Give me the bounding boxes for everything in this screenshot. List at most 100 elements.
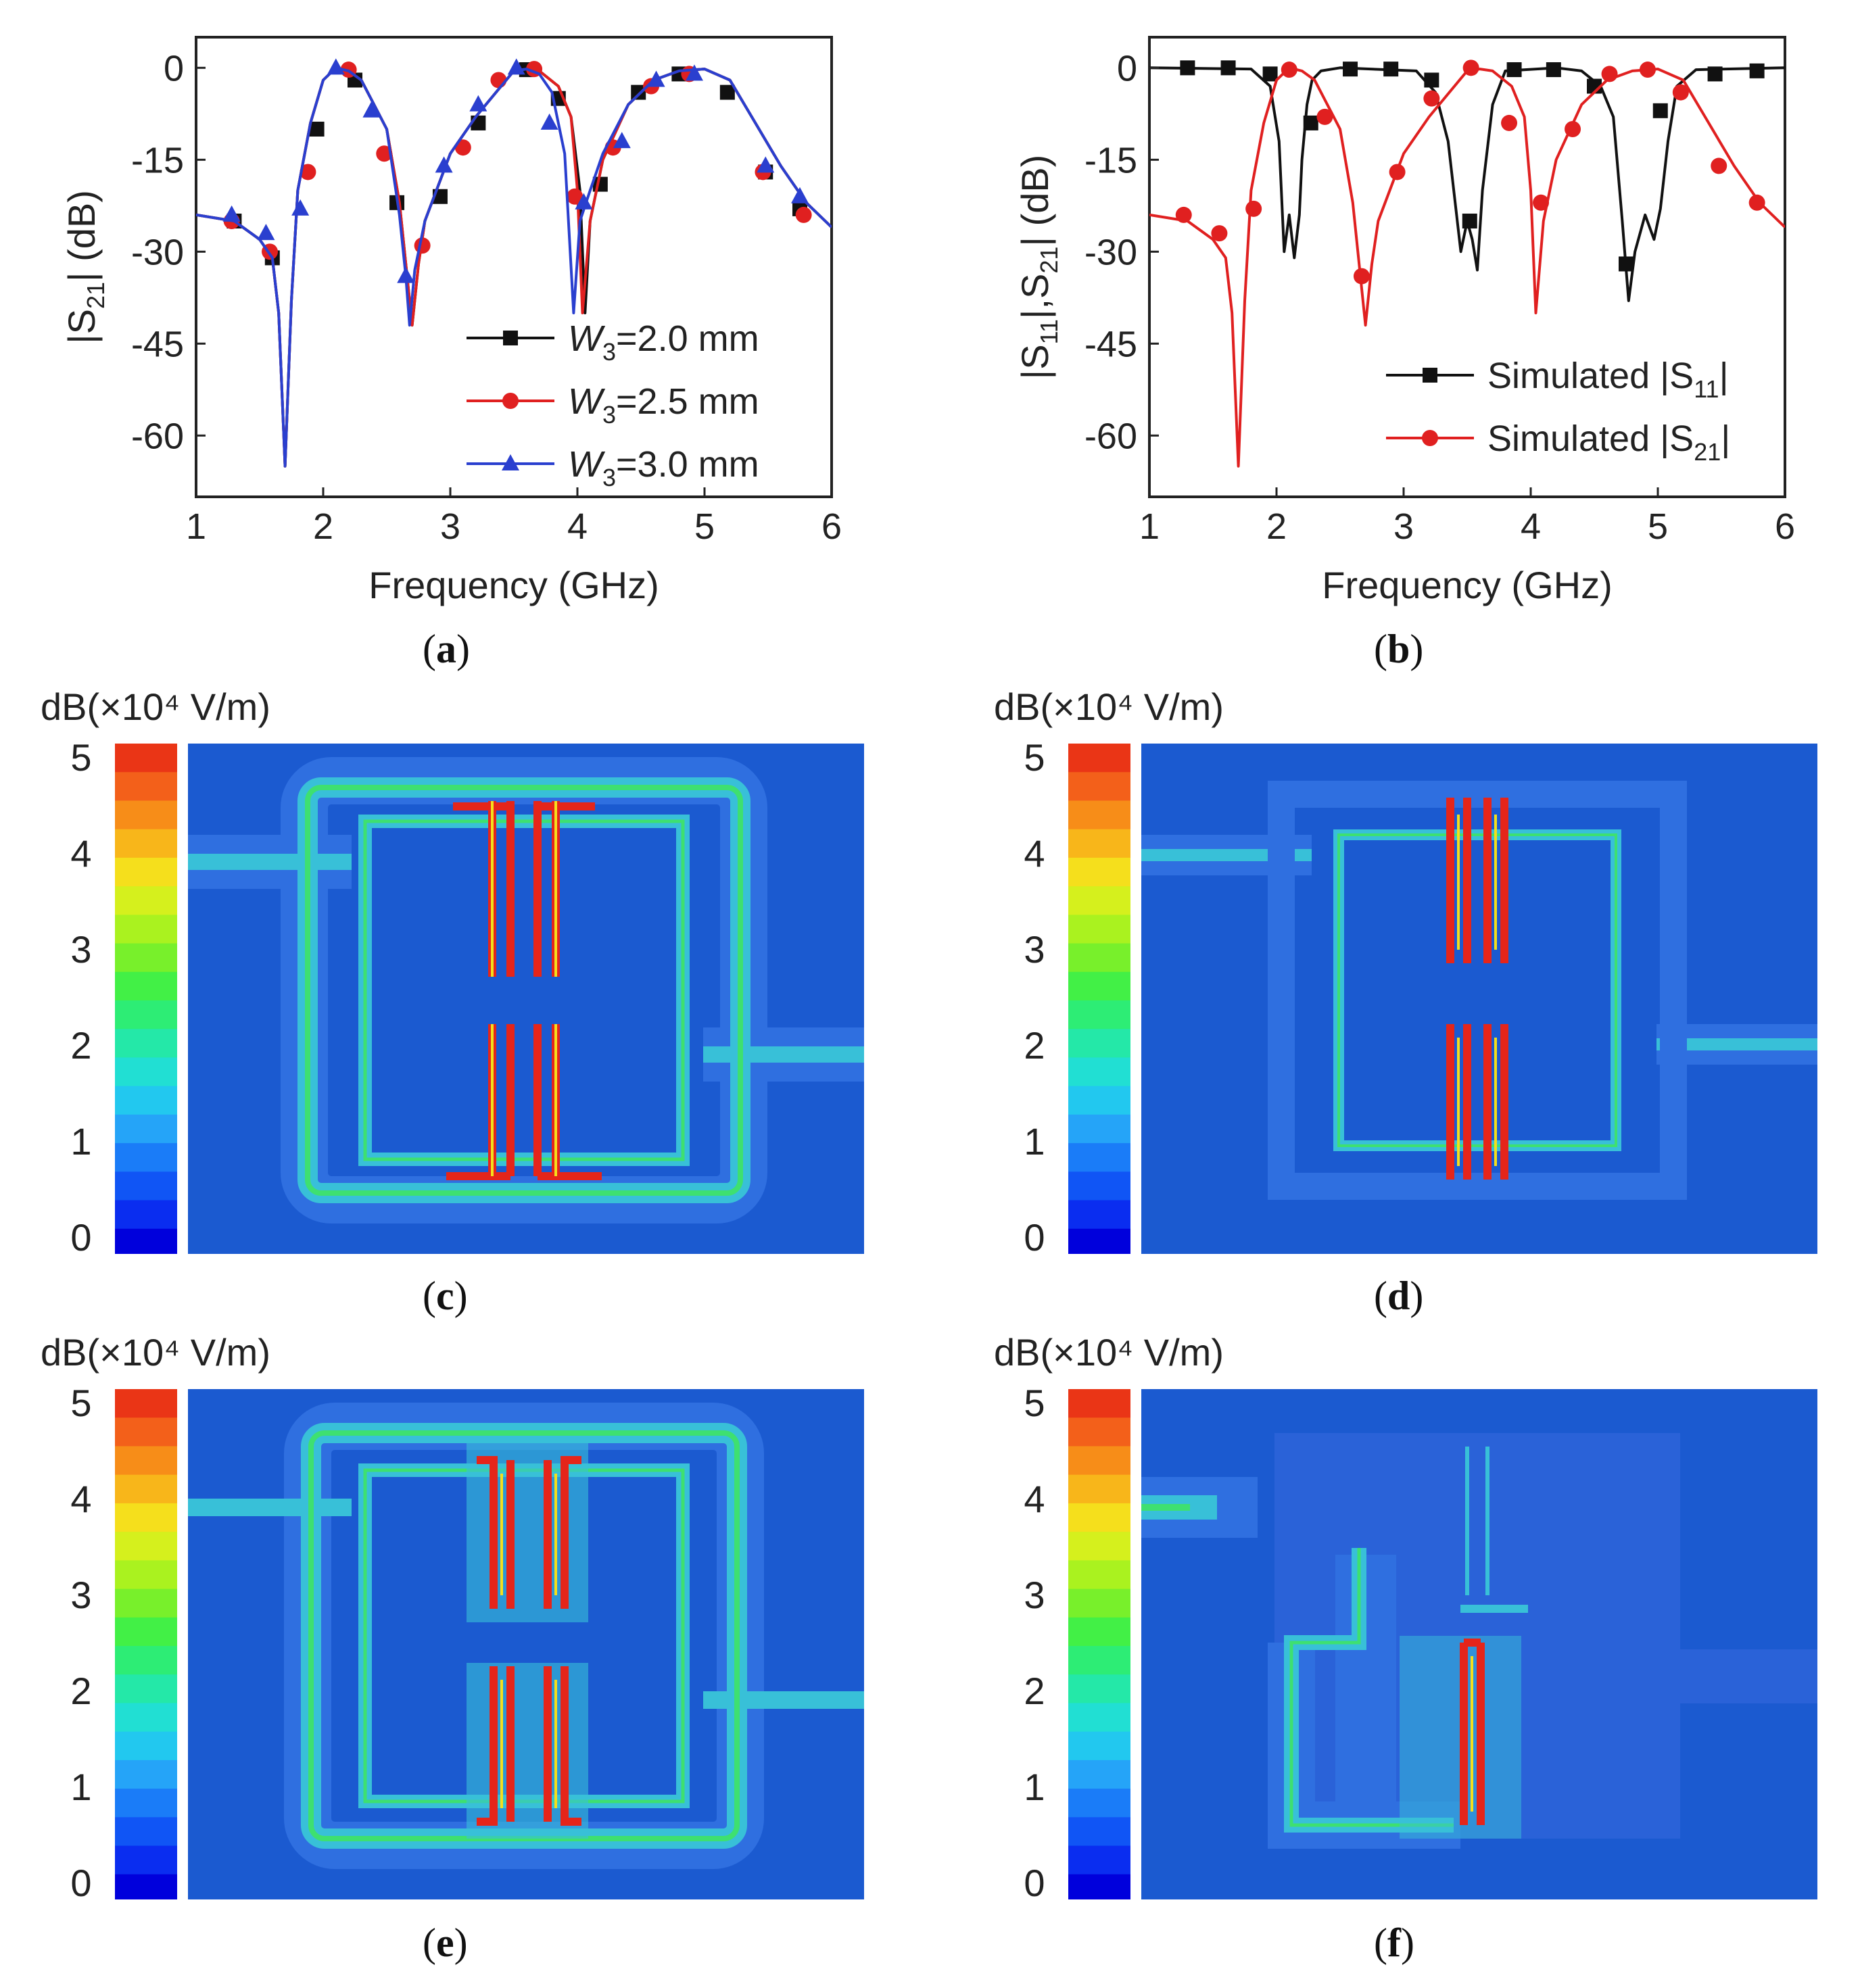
data-point-circle bbox=[1316, 108, 1333, 125]
colorbar-tick-label: 3 bbox=[70, 928, 91, 971]
data-point-circle bbox=[376, 145, 393, 162]
colorbar-tick-label: 1 bbox=[70, 1766, 91, 1808]
colorbar-swatch bbox=[1068, 1703, 1130, 1732]
colorbar-swatch bbox=[1068, 1731, 1130, 1761]
colorbar-tick-label: 1 bbox=[70, 1120, 91, 1163]
field-map bbox=[1141, 744, 1817, 1254]
colorbar: 0 1 2 3 4 5 bbox=[1024, 1382, 1130, 1899]
series-line-3 bbox=[196, 66, 832, 468]
data-point-triangle bbox=[257, 224, 275, 241]
data-point-triangle bbox=[575, 193, 593, 210]
data-point-square bbox=[719, 84, 735, 100]
colorbar-swatch bbox=[115, 1086, 177, 1115]
colorbar-tick-label: 5 bbox=[70, 1382, 91, 1424]
chart-b: 1 2 3 4 5 60-15-30-45-60 Simulated |S11|Simul… bbox=[1014, 36, 1795, 606]
data-point-square bbox=[1506, 62, 1522, 78]
colorbar-swatch bbox=[115, 915, 177, 944]
x-tick-label: 1 bbox=[186, 506, 206, 547]
colorbar-tick-label: 0 bbox=[70, 1216, 91, 1254]
x-axis-label: Frequency (GHz) bbox=[1322, 564, 1612, 606]
colorbar-swatch bbox=[115, 943, 177, 973]
field-plot-c: dB(×10⁴ V/m) 0 1 2 3 4 5 bbox=[41, 685, 864, 1254]
x-tick-label: 3 bbox=[1393, 506, 1414, 547]
colorbar-swatch bbox=[115, 1760, 177, 1790]
field-plot-e: dB(×10⁴ V/m) 0 1 2 3 4 5 bbox=[41, 1331, 864, 1899]
colorbar-swatch bbox=[1068, 1200, 1130, 1230]
colorbar-swatch bbox=[115, 1731, 177, 1761]
y-tick-label: 0 bbox=[1117, 48, 1137, 89]
legend: W3=2.0 mm W3=2.5 mm W3=3.0 mm bbox=[467, 318, 759, 491]
data-point-circle bbox=[795, 206, 812, 223]
caption-d: (d) bbox=[1374, 1274, 1424, 1318]
field-plot-d: dB(×10⁴ V/m) 0 1 2 3 4 5 bbox=[994, 685, 1817, 1254]
colorbar-swatch bbox=[1068, 915, 1130, 944]
y-tick-label: -15 bbox=[1084, 140, 1137, 180]
colorbar-tick-label: 4 bbox=[1024, 832, 1045, 875]
data-point-triangle bbox=[435, 156, 453, 173]
colorbar-swatch bbox=[115, 1446, 177, 1476]
data-point-triangle bbox=[540, 113, 558, 130]
colorbar-swatch bbox=[1068, 1000, 1130, 1030]
y-tick-label: -30 bbox=[131, 232, 184, 272]
data-point-triangle bbox=[291, 199, 310, 216]
legend-label: W3=2.0 mm bbox=[568, 318, 759, 366]
y-tick-label: -60 bbox=[131, 416, 184, 456]
colorbar-swatch bbox=[115, 1057, 177, 1087]
colorbar-swatch bbox=[115, 1789, 177, 1818]
data-point-square bbox=[1707, 66, 1723, 82]
colorbar-swatch bbox=[115, 1560, 177, 1590]
y-tick-label: -60 bbox=[1084, 416, 1137, 456]
y-tick-label: -45 bbox=[1084, 324, 1137, 364]
legend-label: W3=3.0 mm bbox=[568, 444, 759, 491]
data-point-square bbox=[1303, 115, 1318, 130]
x-tick-label: 4 bbox=[1521, 506, 1541, 547]
colorbar-swatch bbox=[115, 1228, 177, 1254]
colorbar-swatch bbox=[1068, 1874, 1130, 1899]
y-tick-label: 0 bbox=[164, 48, 184, 89]
data-point-triangle bbox=[507, 58, 525, 75]
colorbar-swatch bbox=[115, 1389, 177, 1419]
colorbar-swatch bbox=[1068, 1646, 1130, 1676]
colorbar-tick-label: 0 bbox=[70, 1862, 91, 1899]
colorbar-swatch bbox=[1068, 1171, 1130, 1201]
colorbar-swatch bbox=[1068, 1417, 1130, 1447]
colorbar-tick-label: 5 bbox=[70, 736, 91, 779]
colorbar-title: dB(×10⁴ V/m) bbox=[41, 1331, 270, 1374]
data-point-square bbox=[1424, 72, 1439, 88]
colorbar-swatch bbox=[115, 1703, 177, 1732]
colorbar-tick-label: 1 bbox=[1024, 1120, 1045, 1163]
colorbar-swatch bbox=[1068, 1674, 1130, 1704]
data-point-square bbox=[1343, 62, 1358, 77]
colorbar-swatch bbox=[1068, 886, 1130, 916]
data-point-square bbox=[1262, 66, 1278, 82]
colorbar-swatch bbox=[1068, 1845, 1130, 1875]
colorbar-swatch bbox=[115, 1617, 177, 1647]
colorbar-title: dB(×10⁴ V/m) bbox=[41, 685, 270, 728]
colorbar-swatch bbox=[1068, 1029, 1130, 1059]
caption-e: (e) bbox=[423, 1920, 468, 1965]
colorbar-swatch bbox=[115, 772, 177, 802]
x-axis-label: Frequency (GHz) bbox=[368, 564, 659, 606]
colorbar-swatch bbox=[115, 1874, 177, 1899]
data-point-triangle bbox=[685, 64, 703, 81]
y-axis-label: |S21| (dB) bbox=[60, 190, 110, 344]
data-point-triangle bbox=[327, 58, 345, 75]
x-tick-label: 2 bbox=[313, 506, 333, 547]
colorbar-tick-label: 1 bbox=[1024, 1766, 1045, 1808]
colorbar-swatch bbox=[1068, 829, 1130, 858]
data-point-triangle bbox=[757, 156, 775, 173]
data-point-triangle bbox=[362, 101, 381, 118]
data-point-circle bbox=[1389, 164, 1406, 180]
data-point-circle bbox=[1175, 206, 1192, 223]
data-point-triangle bbox=[397, 266, 415, 283]
colorbar-swatch bbox=[1068, 1589, 1130, 1618]
colorbar-swatch bbox=[1068, 943, 1130, 973]
y-tick-label: -15 bbox=[131, 140, 184, 180]
caption-a: (a) bbox=[423, 627, 470, 671]
data-point-circle bbox=[1211, 225, 1228, 242]
plot-frame bbox=[195, 36, 833, 498]
x-tick-label: 1 bbox=[1139, 506, 1160, 547]
colorbar-swatch bbox=[115, 800, 177, 830]
